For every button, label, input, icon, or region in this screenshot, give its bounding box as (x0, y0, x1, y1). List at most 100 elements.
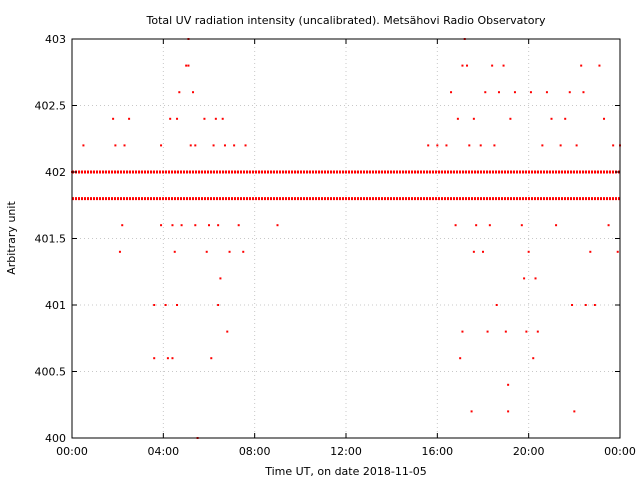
data-point (427, 144, 430, 147)
data-point (203, 117, 206, 120)
y-tick-label: 400 (45, 432, 66, 445)
data-point (178, 91, 181, 94)
data-point (436, 144, 439, 147)
data-point (205, 250, 208, 253)
data-point (244, 144, 247, 147)
data-point (488, 224, 491, 227)
data-point (221, 117, 224, 120)
data-point (187, 64, 190, 67)
data-point (450, 91, 453, 94)
data-point (589, 250, 592, 253)
data-point (612, 144, 615, 147)
x-tick-label: 12:00 (330, 445, 362, 458)
data-point (493, 144, 496, 147)
data-point (189, 144, 192, 147)
data-point (507, 383, 510, 386)
data-point (461, 330, 464, 333)
data-point (219, 277, 222, 280)
data-point (491, 64, 494, 67)
data-point (484, 91, 487, 94)
data-point (555, 224, 558, 227)
data-point (582, 91, 585, 94)
data-point (584, 304, 587, 306)
data-point (459, 357, 462, 360)
data-point (509, 117, 512, 120)
y-tick-label: 401 (45, 299, 66, 312)
x-tick-label: 16:00 (421, 445, 453, 458)
data-point (123, 144, 126, 147)
x-tick-label: 08:00 (239, 445, 271, 458)
data-point (486, 330, 489, 333)
y-tick-label: 403 (45, 33, 66, 46)
data-point (545, 91, 548, 94)
data-point (527, 250, 530, 253)
data-point (173, 250, 176, 253)
data-point (466, 64, 469, 67)
data-point (573, 410, 576, 413)
y-tick-label: 402.5 (35, 100, 67, 113)
data-point (212, 144, 215, 147)
data-point (114, 144, 117, 147)
data-point (479, 144, 482, 147)
data-point (276, 224, 279, 227)
data-point (185, 64, 188, 67)
data-point (468, 144, 471, 147)
data-point (171, 357, 174, 360)
y-axis-label: Arbitrary unit (5, 201, 18, 275)
data-point (532, 357, 535, 360)
y-axis: 400 400.5 401 401.5 402 402.5 403 (35, 33, 620, 445)
data-points (71, 38, 621, 439)
data-point (192, 91, 195, 94)
data-point (482, 250, 484, 253)
data-point (603, 117, 606, 120)
plot-frame (71, 38, 621, 439)
data-point (454, 224, 457, 227)
x-tick-label: 00:00 (604, 445, 636, 458)
chart-title: Total UV radiation intensity (uncalibrat… (146, 14, 546, 27)
data-point (520, 224, 523, 227)
data-point (153, 357, 156, 360)
data-point (176, 117, 179, 120)
data-point (564, 117, 567, 120)
data-point (559, 144, 562, 147)
x-tick-label: 04:00 (147, 445, 179, 458)
data-point (160, 144, 163, 147)
data-point (475, 224, 478, 227)
data-point (118, 250, 121, 253)
x-axis: 00:00 04:00 08:00 12:00 16:00 20:00 00:00 (56, 39, 636, 458)
data-point (166, 357, 169, 360)
data-point (208, 224, 210, 227)
data-point (217, 224, 220, 227)
data-point (226, 330, 229, 333)
data-point (461, 64, 464, 67)
data-point (575, 144, 578, 147)
data-point (456, 117, 459, 120)
data-point (217, 304, 220, 306)
data-point (112, 117, 115, 120)
data-point (160, 224, 163, 227)
x-axis-label: Time UT, on date 2018-11-05 (264, 465, 427, 478)
data-point (169, 117, 172, 120)
data-point (176, 304, 179, 306)
data-point (523, 277, 526, 280)
data-point (180, 224, 183, 227)
x-tick-label: 20:00 (513, 445, 545, 458)
y-tick-label: 400.5 (35, 366, 67, 379)
data-point (445, 144, 448, 147)
data-point (82, 144, 85, 147)
data-point (616, 250, 619, 253)
data-point (497, 91, 500, 94)
data-point (472, 250, 475, 253)
x-tick-label: 00:00 (56, 445, 88, 458)
data-point (536, 330, 539, 333)
data-point (470, 410, 473, 413)
data-point (210, 357, 213, 360)
data-point (128, 117, 131, 120)
data-point (513, 91, 516, 94)
data-point (507, 410, 510, 413)
data-point (171, 224, 174, 227)
data-point (472, 117, 475, 120)
data-point (550, 117, 553, 120)
data-point (529, 91, 532, 94)
